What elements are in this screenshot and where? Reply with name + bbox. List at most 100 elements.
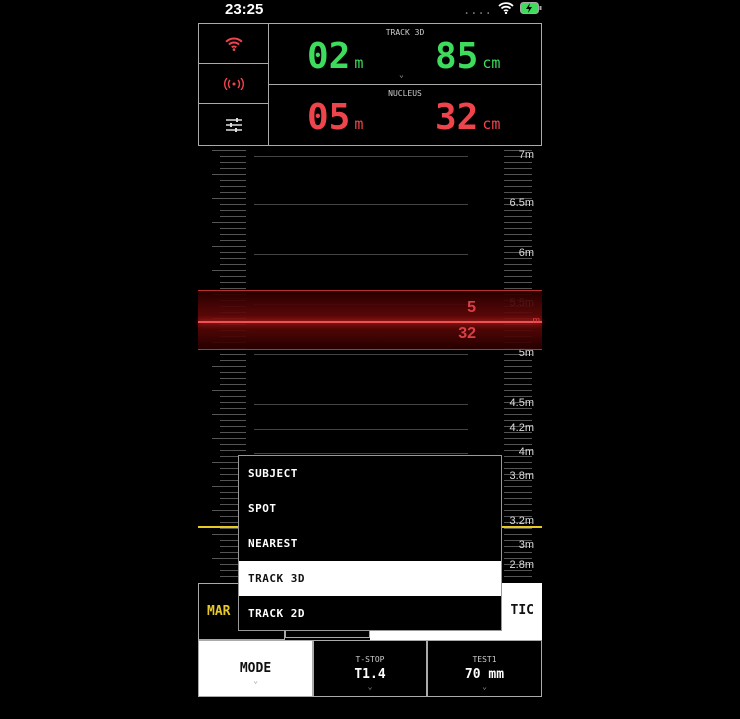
ruler-tick: [220, 444, 246, 445]
ruler-tick: [504, 216, 532, 217]
ruler-tick: [212, 510, 246, 511]
ruler-tick: [504, 276, 532, 277]
menu-item-spot[interactable]: SPOT: [248, 502, 277, 515]
ruler-tick: [504, 474, 532, 475]
menu-item-subject[interactable]: SUBJECT: [248, 467, 298, 480]
nucleus-cm: 32: [435, 97, 479, 138]
ruler-tick: [504, 552, 532, 553]
chevron-down-icon: ⌄: [482, 682, 487, 691]
track-readout[interactable]: TRACK 3D 02 m 85 cm ⌄: [269, 24, 541, 85]
focus-meters: 5: [467, 299, 476, 316]
ruler-tick: [220, 408, 246, 409]
ruler-tick: [220, 468, 246, 469]
ruler-tick: [220, 354, 246, 355]
focus-unit: m: [532, 315, 541, 325]
ruler-tick: [504, 234, 532, 235]
menu-item-track-3d[interactable]: TRACK 3D: [239, 561, 501, 596]
lens-button[interactable]: TEST1 70 mm ⌄: [427, 640, 542, 697]
mode-label: MODE: [239, 661, 272, 676]
ruler-tick: [220, 540, 246, 541]
ruler-tick: [220, 372, 246, 373]
chevron-down-icon: ⌄: [367, 682, 373, 691]
ruler-tick: [220, 264, 246, 265]
ruler-label: 7m: [518, 150, 534, 161]
ruler-tick: [504, 252, 532, 253]
signal-dots: ....: [463, 2, 492, 17]
distance-panel: TRACK 3D 02 m 85 cm ⌄ NUCLEUS 05 m 32 cm: [198, 23, 542, 146]
ruler-label: 3.2m: [509, 515, 534, 527]
mode-dropdown-menu: SUBJECT SPOT NEAREST TRACK 3D TRACK 2D: [238, 455, 502, 631]
ruler-tick: [220, 576, 246, 577]
ruler-tick: [220, 564, 246, 565]
ruler-tick: [504, 264, 532, 265]
menu-item-track-2d[interactable]: TRACK 2D: [248, 607, 305, 620]
sliders-icon: [225, 117, 242, 132]
ruler-tick: [220, 396, 246, 397]
ruler-tick: [212, 390, 246, 391]
ruler-tick: [504, 504, 532, 505]
ruler-tick: [220, 528, 246, 529]
ruler-tick: [212, 534, 246, 535]
ruler-tick: [504, 432, 532, 433]
ruler-gridline: [254, 429, 468, 430]
ruler-tick: [504, 156, 532, 157]
ruler-tick: [504, 522, 532, 523]
ruler-tick: [504, 366, 532, 367]
settings-button[interactable]: [199, 104, 269, 145]
ruler-gridline: [254, 453, 468, 454]
ruler-tick: [212, 222, 246, 223]
tstop-button[interactable]: T-STOP T1.4 ⌄: [313, 640, 427, 697]
broadcast-button[interactable]: [199, 64, 269, 104]
ruler-tick: [220, 552, 246, 553]
wifi-button[interactable]: [199, 24, 269, 64]
battery-charging-icon: [519, 2, 542, 17]
ruler-tick: [212, 486, 246, 487]
ruler-tick: [504, 528, 532, 529]
track-label: TRACK 3D: [385, 28, 425, 37]
ruler-tick: [220, 456, 246, 457]
ruler-tick: [504, 360, 532, 361]
ruler-tick: [504, 258, 532, 259]
menu-item-nearest[interactable]: NEAREST: [248, 537, 298, 550]
ruler-tick: [504, 354, 532, 355]
nucleus-readout: NUCLEUS 05 m 32 cm: [269, 85, 541, 146]
ruler-tick: [504, 546, 532, 547]
ruler-tick: [504, 288, 532, 289]
ruler-tick: [220, 516, 246, 517]
tstop-value: T1.4: [354, 667, 386, 682]
ruler-tick: [212, 438, 246, 439]
ruler-tick: [504, 534, 532, 535]
ruler-tick: [220, 420, 246, 421]
ruler-label: 6m: [518, 247, 534, 259]
track-meters: 02: [307, 36, 351, 77]
ruler-tick: [504, 564, 532, 565]
mode-button[interactable]: MODE ⌄: [198, 640, 313, 697]
ruler-tick: [504, 510, 532, 511]
ruler-tick: [220, 252, 246, 253]
ruler-tick: [220, 480, 246, 481]
ruler-tick: [212, 366, 246, 367]
focus-band: 5 m 32: [198, 290, 542, 350]
nucleus-cm-unit: cm: [482, 115, 501, 133]
ruler-tick: [212, 558, 246, 559]
ruler-tick: [220, 282, 246, 283]
ruler-tick: [504, 456, 532, 457]
ruler-tick: [220, 168, 246, 169]
ruler-tick: [504, 168, 532, 169]
ruler-tick: [504, 426, 532, 427]
ruler-tick: [504, 402, 532, 403]
ruler-tick: [220, 504, 246, 505]
ruler-tick: [212, 414, 246, 415]
ruler-tick: [220, 432, 246, 433]
ruler-tick: [504, 150, 532, 151]
ruler-tick: [504, 270, 532, 271]
ruler-tick: [504, 240, 532, 241]
ruler-tick: [220, 546, 246, 547]
ruler-label: 3.8m: [509, 470, 534, 482]
ruler-tick: [212, 174, 246, 175]
ruler-tick: [220, 192, 246, 193]
ruler-tick: [504, 246, 532, 247]
lens-label: TEST1: [472, 655, 497, 664]
ruler-tick: [504, 480, 532, 481]
ruler-tick: [220, 474, 246, 475]
